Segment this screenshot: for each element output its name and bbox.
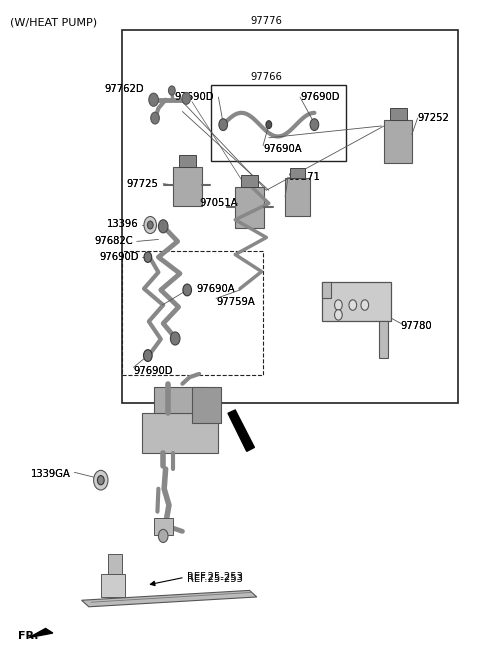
Circle shape	[310, 119, 319, 131]
Bar	[322, 282, 391, 321]
Circle shape	[158, 220, 168, 233]
Bar	[179, 155, 196, 167]
Text: 97690A: 97690A	[197, 283, 235, 294]
Text: 97762D: 97762D	[104, 83, 144, 94]
Text: 97682C: 97682C	[95, 236, 133, 247]
Text: 99271: 99271	[288, 172, 320, 182]
Text: 99271: 99271	[288, 172, 320, 182]
Text: 97690D: 97690D	[100, 252, 139, 262]
Text: 97780: 97780	[401, 321, 432, 331]
Bar	[142, 413, 218, 453]
Text: REF.25-253: REF.25-253	[187, 573, 243, 584]
Text: 97690D: 97690D	[100, 252, 139, 262]
Text: 97762D: 97762D	[104, 83, 144, 94]
Text: 97690A: 97690A	[263, 144, 301, 154]
Text: 13396: 13396	[107, 219, 138, 230]
Text: 13396: 13396	[107, 219, 138, 230]
Bar	[122, 30, 458, 403]
Text: 97051A: 97051A	[199, 198, 238, 209]
Text: 97759A: 97759A	[216, 297, 255, 307]
Text: 97252: 97252	[418, 113, 449, 123]
Bar	[241, 175, 258, 187]
Circle shape	[151, 112, 159, 124]
Bar	[101, 574, 125, 597]
Circle shape	[183, 284, 192, 296]
Bar	[390, 108, 407, 120]
Text: 1339GA: 1339GA	[31, 468, 71, 479]
Circle shape	[144, 350, 152, 361]
Circle shape	[168, 86, 175, 95]
Text: 97690D: 97690D	[300, 92, 340, 102]
Text: (W/HEAT PUMP): (W/HEAT PUMP)	[10, 18, 97, 28]
Bar	[192, 387, 221, 423]
Text: 97682C: 97682C	[95, 236, 133, 247]
Circle shape	[335, 300, 342, 310]
Circle shape	[361, 300, 369, 310]
Text: 97766: 97766	[251, 72, 282, 82]
Circle shape	[94, 470, 108, 490]
Bar	[108, 554, 122, 574]
Bar	[384, 120, 412, 163]
Bar	[154, 387, 206, 413]
Text: 97051A: 97051A	[199, 198, 238, 209]
Polygon shape	[82, 590, 257, 607]
Circle shape	[349, 300, 357, 310]
Text: 97252: 97252	[418, 113, 449, 123]
Text: 97690A: 97690A	[263, 144, 301, 154]
Bar	[173, 167, 202, 206]
Bar	[122, 251, 263, 375]
Text: 97690D: 97690D	[133, 365, 173, 376]
Circle shape	[182, 92, 191, 104]
Circle shape	[170, 332, 180, 345]
Circle shape	[97, 476, 104, 485]
Polygon shape	[228, 410, 254, 451]
Bar	[235, 187, 264, 228]
Circle shape	[144, 216, 156, 234]
Bar	[285, 178, 310, 216]
Polygon shape	[29, 628, 53, 638]
Bar	[211, 85, 346, 161]
Text: 97780: 97780	[401, 321, 432, 331]
Text: 97725: 97725	[127, 178, 158, 189]
Text: REF.25-253: REF.25-253	[187, 572, 243, 583]
Text: 97690D: 97690D	[133, 365, 173, 376]
Circle shape	[219, 119, 228, 131]
Bar	[322, 282, 331, 298]
Text: 97776: 97776	[251, 16, 282, 26]
Circle shape	[144, 252, 152, 262]
Text: 97759A: 97759A	[216, 297, 255, 307]
Bar	[379, 321, 388, 358]
Bar	[290, 168, 305, 178]
Circle shape	[149, 93, 158, 106]
Text: 97725: 97725	[127, 178, 158, 189]
Text: FR.: FR.	[18, 631, 39, 642]
Text: 97690D: 97690D	[175, 92, 214, 102]
Text: 97690A: 97690A	[197, 283, 235, 294]
Bar	[154, 518, 173, 535]
Circle shape	[266, 121, 272, 129]
Circle shape	[147, 221, 153, 229]
Text: 97690D: 97690D	[300, 92, 340, 102]
Circle shape	[335, 310, 342, 320]
Text: 97690D: 97690D	[175, 92, 214, 102]
Text: 1339GA: 1339GA	[31, 468, 71, 479]
Circle shape	[158, 529, 168, 543]
